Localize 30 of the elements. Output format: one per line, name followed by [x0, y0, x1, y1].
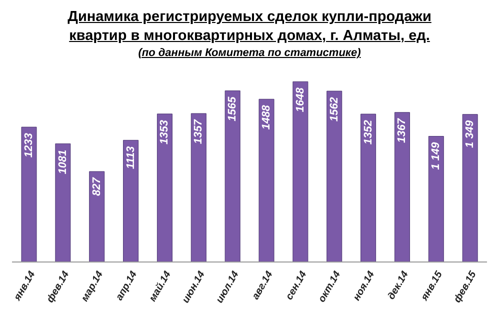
bar — [462, 114, 478, 262]
data-label: 1648 — [294, 86, 306, 112]
data-label: 1233 — [23, 133, 35, 158]
bar — [55, 143, 71, 262]
data-label: 1562 — [328, 97, 340, 122]
data-label: 1081 — [56, 150, 69, 174]
bar — [190, 113, 206, 262]
data-label: 1565 — [226, 96, 239, 122]
data-label: 1488 — [260, 104, 272, 130]
bar — [326, 90, 342, 262]
bar — [156, 114, 172, 262]
data-label: 1367 — [396, 118, 408, 143]
chart-subtitle: (по данным Комитета по статистике) — [137, 47, 362, 59]
data-label: 1 149 — [430, 141, 442, 170]
bar — [224, 90, 240, 262]
bar — [123, 140, 139, 262]
data-label: 1353 — [158, 120, 171, 144]
data-label: 1 349 — [464, 119, 476, 148]
bar — [292, 81, 308, 262]
chart-title: Динамика регистрируемых сделок купли-продажи квартир в многоквартирных домах, г. Алматы, ед. — [66, 8, 432, 46]
bar — [394, 112, 410, 262]
data-label: 827 — [90, 176, 103, 196]
data-label: 1352 — [362, 120, 374, 145]
data-label: 1113 — [124, 146, 137, 170]
bar — [258, 98, 274, 262]
bar — [21, 126, 37, 262]
bar — [360, 114, 376, 262]
data-label: 1357 — [192, 118, 205, 144]
bar — [428, 136, 444, 262]
bar — [89, 171, 105, 262]
